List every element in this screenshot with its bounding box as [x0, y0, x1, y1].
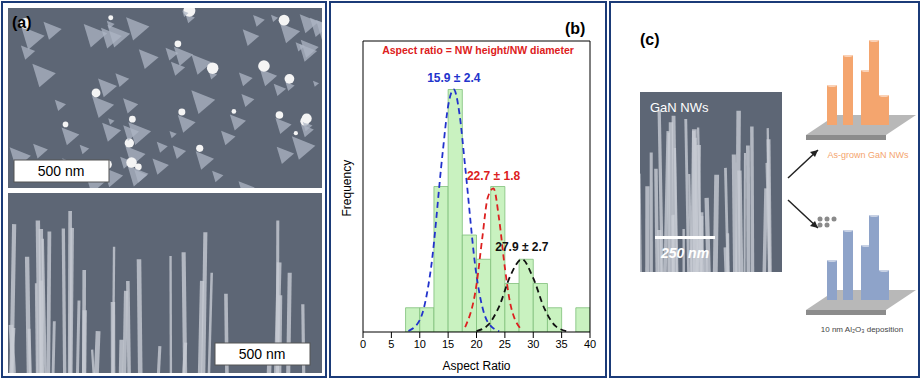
svg-text:15.9 ± 2.4: 15.9 ± 2.4: [427, 71, 481, 85]
svg-text:Frequency: Frequency: [340, 160, 354, 217]
svg-text:(a): (a): [12, 14, 32, 31]
svg-text:22.7 ± 1.8: 22.7 ± 1.8: [467, 169, 521, 183]
svg-text:GaN NWs: GaN NWs: [650, 100, 709, 115]
svg-text:500 nm: 500 nm: [38, 163, 85, 179]
svg-text:(c): (c): [640, 31, 660, 48]
svg-text:500 nm: 500 nm: [239, 346, 286, 362]
svg-text:20: 20: [470, 338, 482, 350]
svg-text:250 nm: 250 nm: [660, 245, 709, 261]
html-text:(b): (b): [565, 20, 586, 37]
svg-text:Aspect Ratio: Aspect Ratio: [442, 359, 510, 373]
svg-text:15: 15: [442, 338, 454, 350]
svg-text:30: 30: [527, 338, 539, 350]
svg-text:35: 35: [556, 338, 568, 350]
svg-text:0: 0: [360, 338, 366, 350]
svg-text:10: 10: [414, 338, 426, 350]
html-text:Aspect ratio = NW height/NW di: Aspect ratio = NW height/NW diameter: [382, 44, 574, 56]
svg-text:5: 5: [388, 338, 394, 350]
svg-text:40: 40: [584, 338, 596, 350]
svg-text:As-grown GaN NWs: As-grown GaN NWs: [827, 150, 909, 160]
svg-text:27.9 ± 2.7: 27.9 ± 2.7: [495, 240, 549, 254]
svg-text:25: 25: [499, 338, 511, 350]
svg-text:10 nm Al₂O₃ deposition: 10 nm Al₂O₃ deposition: [821, 325, 903, 334]
